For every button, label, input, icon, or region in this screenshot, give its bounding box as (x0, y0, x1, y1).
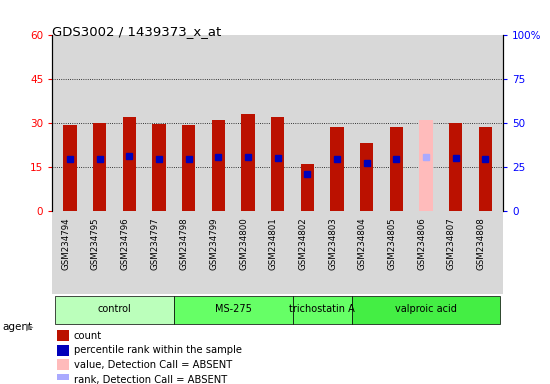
Text: GDS3002 / 1439373_x_at: GDS3002 / 1439373_x_at (52, 25, 222, 38)
Bar (57, 374, 69, 384)
Text: GSM234808: GSM234808 (476, 217, 486, 270)
Bar (57, 359, 69, 370)
Text: trichostatin A: trichostatin A (289, 305, 355, 314)
Bar (352, 296, 500, 324)
Bar (420, 119, 433, 210)
Text: GSM234794: GSM234794 (61, 217, 70, 270)
Bar (301, 164, 314, 210)
Text: GSM234802: GSM234802 (299, 217, 307, 270)
Text: GSM234795: GSM234795 (91, 217, 100, 270)
Bar (331, 127, 344, 210)
Text: rank, Detection Call = ABSENT: rank, Detection Call = ABSENT (74, 375, 227, 384)
Bar (182, 126, 195, 210)
Text: GSM234798: GSM234798 (180, 217, 189, 270)
Bar (293, 296, 352, 324)
Text: GSM234801: GSM234801 (269, 217, 278, 270)
Bar (55, 296, 174, 324)
Text: GSM234800: GSM234800 (239, 217, 248, 270)
Text: GSM234797: GSM234797 (150, 217, 159, 270)
Text: GSM234805: GSM234805 (387, 217, 397, 270)
Text: count: count (74, 331, 102, 341)
Bar (390, 127, 403, 210)
Bar (360, 143, 373, 210)
Bar (449, 122, 463, 210)
Text: MS-275: MS-275 (215, 305, 252, 314)
Bar (271, 117, 284, 210)
Text: value, Detection Call = ABSENT: value, Detection Call = ABSENT (74, 360, 232, 370)
Bar (212, 119, 225, 210)
Bar (123, 117, 136, 210)
Text: GSM234803: GSM234803 (328, 217, 337, 270)
Bar (57, 330, 69, 341)
Text: GSM234807: GSM234807 (447, 217, 456, 270)
Bar (57, 345, 69, 356)
Bar (63, 126, 77, 210)
Bar (93, 122, 106, 210)
Bar (478, 127, 492, 210)
Text: GSM234796: GSM234796 (120, 217, 129, 270)
Text: GSM234806: GSM234806 (417, 217, 426, 270)
Text: valproic acid: valproic acid (395, 305, 457, 314)
Bar (241, 114, 255, 210)
Text: ▶: ▶ (26, 322, 34, 332)
Text: GSM234804: GSM234804 (358, 217, 367, 270)
Text: GSM234799: GSM234799 (210, 217, 218, 270)
Bar (152, 124, 166, 210)
Bar (174, 296, 293, 324)
Text: control: control (98, 305, 131, 314)
Text: percentile rank within the sample: percentile rank within the sample (74, 345, 242, 355)
Text: agent: agent (3, 322, 33, 332)
